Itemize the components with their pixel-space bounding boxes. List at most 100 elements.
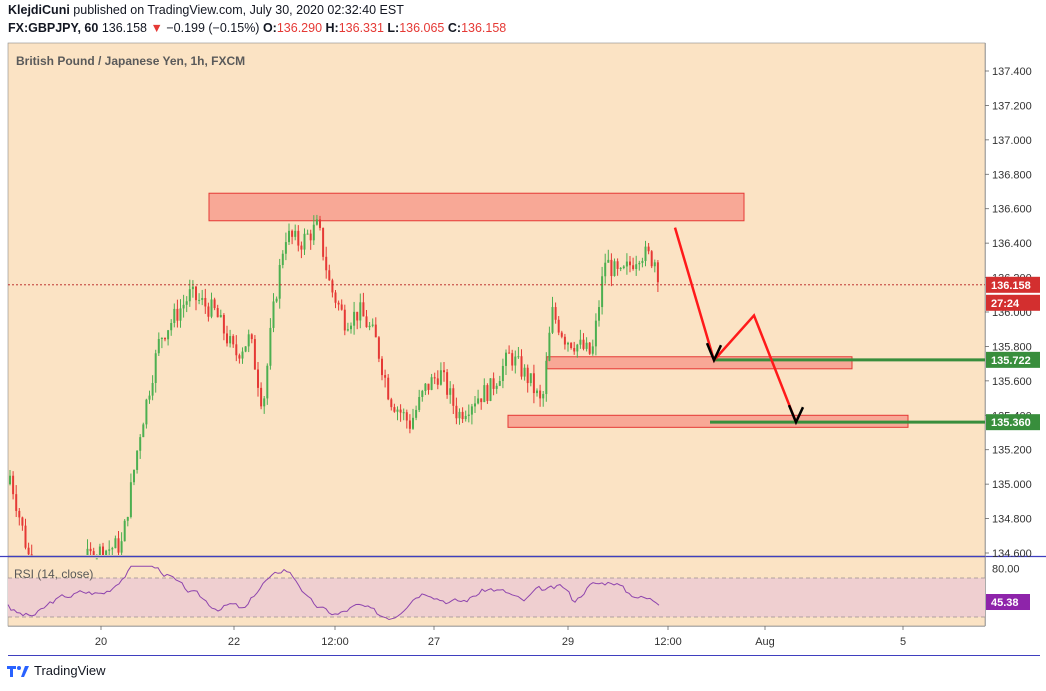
candle-body bbox=[613, 261, 616, 277]
time-tick-label: 27 bbox=[428, 636, 440, 648]
candle-body bbox=[374, 324, 377, 338]
candle-body bbox=[470, 406, 473, 415]
zone-resistance[interactable] bbox=[208, 192, 745, 222]
author[interactable]: KlejdiCuni bbox=[8, 3, 70, 17]
candle-body bbox=[641, 260, 644, 263]
candle-body bbox=[446, 372, 449, 395]
candle-body bbox=[117, 538, 120, 553]
candle-body bbox=[610, 259, 613, 277]
candle-body bbox=[213, 299, 216, 309]
candle-body bbox=[263, 398, 266, 407]
candle-body bbox=[365, 316, 368, 328]
price-tick-label: 136.600 bbox=[992, 204, 1032, 216]
candle-body bbox=[353, 311, 356, 326]
candle-body bbox=[579, 339, 582, 345]
level-label-box bbox=[986, 414, 1040, 431]
candle-body bbox=[294, 230, 297, 237]
price-tick-label: 136.800 bbox=[992, 169, 1032, 181]
candle-body bbox=[300, 245, 303, 250]
level-label: 135.722 bbox=[991, 355, 1031, 367]
high-value: 136.331 bbox=[338, 21, 384, 35]
price-tick-label: 137.200 bbox=[992, 100, 1032, 112]
candle-body bbox=[591, 346, 594, 354]
footer-brand: TradingView bbox=[34, 663, 106, 678]
candle-body bbox=[449, 388, 452, 395]
candle-body bbox=[616, 261, 619, 269]
candle-body bbox=[210, 299, 213, 317]
candle-body bbox=[570, 342, 573, 348]
candle-body bbox=[272, 301, 275, 328]
rsi-tick-label: 80.00 bbox=[992, 563, 1020, 575]
candle-body bbox=[384, 375, 387, 378]
candle-body bbox=[92, 551, 95, 555]
candle-body bbox=[182, 304, 185, 309]
candle-body bbox=[477, 398, 480, 404]
price-axis[interactable]: 137.400 137.200 137.000 136.800 136.600 136.4… bbox=[985, 66, 1040, 560]
rsi-label: RSI (14, close) bbox=[14, 567, 93, 581]
candle-body bbox=[359, 302, 362, 321]
candle-body bbox=[281, 253, 284, 266]
candle-body bbox=[136, 450, 139, 470]
candle-body bbox=[164, 338, 166, 340]
time-tick-label: 5 bbox=[900, 636, 906, 648]
time-axis[interactable]: 20 22 12:00 27 29 12:00 Aug 5 bbox=[95, 626, 906, 648]
candle-body bbox=[415, 409, 418, 418]
candle-body bbox=[514, 356, 517, 366]
close-value: 136.158 bbox=[461, 21, 507, 35]
candle-body bbox=[532, 373, 535, 394]
candle-body bbox=[18, 510, 21, 518]
level-label: 135.360 bbox=[991, 417, 1031, 429]
candle-body bbox=[95, 558, 98, 560]
candle-body bbox=[492, 378, 495, 389]
candle-body bbox=[567, 342, 569, 345]
candle-body bbox=[501, 365, 504, 382]
candle-body bbox=[402, 412, 405, 414]
candle-body bbox=[151, 383, 154, 396]
time-tick-label: 12:00 bbox=[321, 636, 349, 648]
candle-body bbox=[86, 548, 89, 555]
published-text: published on TradingView.com, July 30, 2… bbox=[73, 3, 404, 17]
candle-body bbox=[288, 230, 290, 243]
arrow-head-icon bbox=[705, 342, 723, 364]
candle-body bbox=[436, 378, 439, 385]
candle-body bbox=[241, 351, 244, 359]
price-tick-label: 137.000 bbox=[992, 135, 1032, 147]
candle-body bbox=[139, 437, 142, 451]
candle-body bbox=[309, 233, 312, 241]
candle-body bbox=[114, 538, 117, 549]
low-label: L: bbox=[387, 21, 400, 35]
candle-body bbox=[536, 390, 538, 394]
candle-body bbox=[312, 224, 315, 241]
candle-body bbox=[284, 242, 287, 254]
candle-body bbox=[489, 378, 492, 401]
candle-body bbox=[98, 546, 101, 555]
rsi-series: 80.00 45.38 bbox=[7, 563, 1030, 621]
candle-body bbox=[362, 302, 365, 317]
main-pane[interactable] bbox=[7, 42, 986, 557]
candle-body bbox=[622, 266, 625, 269]
footer[interactable]: TradingView bbox=[6, 663, 106, 678]
candle-body bbox=[315, 219, 318, 225]
candle-body bbox=[188, 289, 191, 302]
candle-body bbox=[619, 268, 622, 270]
candle-body bbox=[325, 256, 328, 271]
candle-body bbox=[486, 385, 489, 401]
candle-body bbox=[204, 298, 207, 307]
projection-path[interactable] bbox=[673, 227, 798, 423]
candle-body bbox=[346, 329, 349, 331]
countdown-label-box bbox=[986, 294, 1040, 311]
candle-body bbox=[340, 304, 343, 310]
time-tick-label: 12:00 bbox=[654, 636, 682, 648]
candle-body bbox=[253, 339, 256, 370]
candle-body bbox=[89, 548, 92, 552]
candle-body bbox=[582, 339, 585, 349]
candle-body bbox=[105, 550, 108, 555]
countdown-label: 27:24 bbox=[991, 298, 1020, 310]
open-value: 136.290 bbox=[276, 21, 323, 35]
candle-body bbox=[111, 548, 114, 550]
candle-body bbox=[154, 353, 157, 384]
candle-body bbox=[517, 356, 520, 358]
candle-body bbox=[433, 377, 436, 379]
candle-body bbox=[120, 541, 123, 553]
